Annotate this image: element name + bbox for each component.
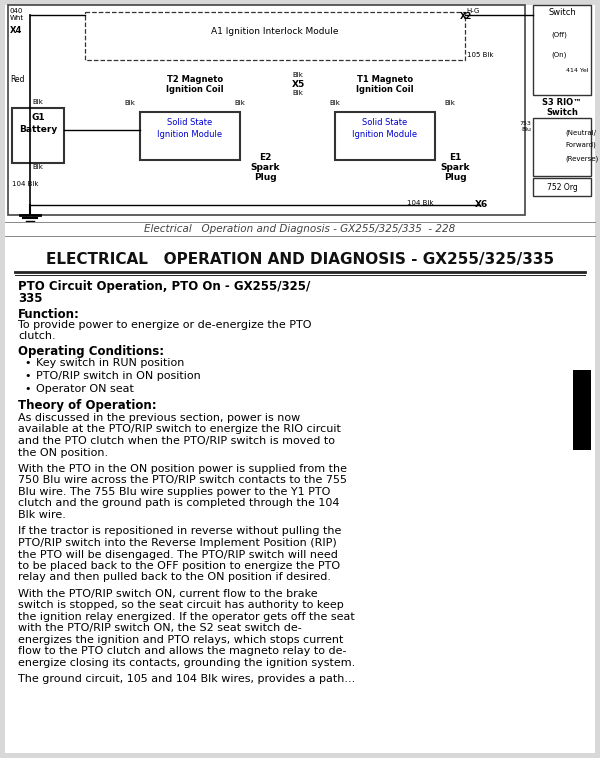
Text: With the PTO in the ON position power is supplied from the: With the PTO in the ON position power is… xyxy=(18,464,347,474)
Text: Key switch in RUN position: Key switch in RUN position xyxy=(36,358,184,368)
Text: (Reverse): (Reverse) xyxy=(565,156,598,162)
Text: flow to the PTO clutch and allows the magneto relay to de-: flow to the PTO clutch and allows the ma… xyxy=(18,647,347,656)
Bar xyxy=(335,112,435,160)
Text: Blu wire. The 755 Blu wire supplies power to the Y1 PTO: Blu wire. The 755 Blu wire supplies powe… xyxy=(18,487,331,497)
Text: clutch and the ground path is completed through the 104: clutch and the ground path is completed … xyxy=(18,499,340,509)
Text: H-G: H-G xyxy=(466,8,479,14)
Text: •: • xyxy=(24,371,31,381)
Text: •: • xyxy=(24,358,31,368)
Text: If the tractor is repositioned in reverse without pulling the: If the tractor is repositioned in revers… xyxy=(18,527,341,537)
Text: 040
Wht: 040 Wht xyxy=(10,8,24,21)
Text: •: • xyxy=(24,384,31,394)
Text: Spark: Spark xyxy=(250,163,280,172)
Text: 105 Blk: 105 Blk xyxy=(467,52,493,58)
Text: Plug: Plug xyxy=(254,173,277,182)
Text: Operator ON seat: Operator ON seat xyxy=(36,384,134,394)
Bar xyxy=(533,5,591,95)
Text: X2: X2 xyxy=(460,12,472,21)
Text: Blk: Blk xyxy=(329,100,340,106)
Text: (Neutral/: (Neutral/ xyxy=(565,130,596,136)
Bar xyxy=(8,5,525,215)
Text: X5: X5 xyxy=(292,80,305,89)
Text: energizes the ignition and PTO relays, which stops current: energizes the ignition and PTO relays, w… xyxy=(18,635,343,645)
Bar xyxy=(533,118,591,176)
Text: Blk: Blk xyxy=(293,90,304,96)
Text: to be placed back to the OFF position to energize the PTO: to be placed back to the OFF position to… xyxy=(18,561,340,571)
Text: S3 RIO™: S3 RIO™ xyxy=(542,98,582,107)
Text: Solid State: Solid State xyxy=(167,118,212,127)
Text: Switch: Switch xyxy=(548,8,576,17)
Text: Blk wire.: Blk wire. xyxy=(18,510,66,520)
Text: clutch.: clutch. xyxy=(18,331,56,341)
Text: G1: G1 xyxy=(31,113,45,122)
Text: energize closing its contacts, grounding the ignition system.: energize closing its contacts, grounding… xyxy=(18,658,355,668)
Text: PTO/RIP switch into the Reverse Implement Position (RIP): PTO/RIP switch into the Reverse Implemen… xyxy=(18,538,337,548)
Text: Ignition Module: Ignition Module xyxy=(352,130,418,139)
Bar xyxy=(12,108,64,163)
Text: Blk: Blk xyxy=(293,72,304,78)
Bar xyxy=(5,237,595,753)
Text: Ignition Module: Ignition Module xyxy=(157,130,223,139)
Text: 104 Blk: 104 Blk xyxy=(407,200,433,206)
Text: Blk: Blk xyxy=(125,100,136,106)
Text: Forward): Forward) xyxy=(565,141,596,148)
Text: Solid State: Solid State xyxy=(362,118,407,127)
Text: 750 Blu wire across the PTO/RIP switch contacts to the 755: 750 Blu wire across the PTO/RIP switch c… xyxy=(18,475,347,486)
Bar xyxy=(573,370,591,450)
Text: Electrical   Operation and Diagnosis - GX255/325/335  - 228: Electrical Operation and Diagnosis - GX2… xyxy=(145,224,455,234)
Text: As discussed in the previous section, power is now: As discussed in the previous section, po… xyxy=(18,413,300,423)
Text: relay and then pulled back to the ON position if desired.: relay and then pulled back to the ON pos… xyxy=(18,572,331,582)
Text: X4: X4 xyxy=(10,26,22,35)
Text: X6: X6 xyxy=(475,200,488,209)
Text: 414 Yel: 414 Yel xyxy=(566,67,589,73)
Text: Function:: Function: xyxy=(18,308,80,321)
Text: With the PTO/RIP switch ON, current flow to the brake: With the PTO/RIP switch ON, current flow… xyxy=(18,589,317,599)
Text: Battery: Battery xyxy=(19,125,57,134)
Text: PTO Circuit Operation, PTO On - GX255/325/: PTO Circuit Operation, PTO On - GX255/32… xyxy=(18,280,310,293)
Text: the PTO will be disengaged. The PTO/RIP switch will need: the PTO will be disengaged. The PTO/RIP … xyxy=(18,550,338,559)
Text: T2 Magneto: T2 Magneto xyxy=(167,75,223,84)
Text: E1: E1 xyxy=(449,153,461,162)
Text: Blk: Blk xyxy=(235,100,245,106)
Text: A1 Ignition Interlock Module: A1 Ignition Interlock Module xyxy=(211,27,339,36)
Text: ELECTRICAL   OPERATION AND DIAGNOSIS - GX255/325/335: ELECTRICAL OPERATION AND DIAGNOSIS - GX2… xyxy=(46,252,554,267)
Text: switch is stopped, so the seat circuit has authority to keep: switch is stopped, so the seat circuit h… xyxy=(18,600,344,610)
Text: 104 Blk: 104 Blk xyxy=(12,181,38,187)
Text: E2: E2 xyxy=(259,153,271,162)
Text: Plug: Plug xyxy=(443,173,466,182)
Bar xyxy=(140,112,240,160)
Text: (Off): (Off) xyxy=(551,32,567,38)
Text: Theory of Operation:: Theory of Operation: xyxy=(18,399,157,412)
Text: with the PTO/RIP switch ON, the S2 seat switch de-: with the PTO/RIP switch ON, the S2 seat … xyxy=(18,624,302,634)
Text: Blk: Blk xyxy=(445,100,455,106)
Text: Red: Red xyxy=(10,76,25,84)
Text: and the PTO clutch when the PTO/RIP switch is moved to: and the PTO clutch when the PTO/RIP swit… xyxy=(18,436,335,446)
Text: To provide power to energize or de-energize the PTO: To provide power to energize or de-energ… xyxy=(18,320,311,330)
Text: Blk: Blk xyxy=(32,164,43,170)
Text: 335: 335 xyxy=(18,292,43,305)
Text: Spark: Spark xyxy=(440,163,470,172)
Text: Switch: Switch xyxy=(546,108,578,117)
Text: (On): (On) xyxy=(551,52,566,58)
Text: PTO/RIP switch in ON position: PTO/RIP switch in ON position xyxy=(36,371,201,381)
Text: Ignition Coil: Ignition Coil xyxy=(166,85,224,94)
Text: The ground circuit, 105 and 104 Blk wires, provides a path...: The ground circuit, 105 and 104 Blk wire… xyxy=(18,675,355,684)
Text: the ignition relay energized. If the operator gets off the seat: the ignition relay energized. If the ope… xyxy=(18,612,355,622)
Text: T1 Magneto: T1 Magneto xyxy=(357,75,413,84)
Text: available at the PTO/RIP switch to energize the RIO circuit: available at the PTO/RIP switch to energ… xyxy=(18,424,341,434)
Text: 753
Blu: 753 Blu xyxy=(519,121,531,132)
Bar xyxy=(85,12,465,60)
Text: Blk: Blk xyxy=(32,99,43,105)
Text: the ON position.: the ON position. xyxy=(18,447,108,458)
Bar xyxy=(533,178,591,196)
Text: 752 Org: 752 Org xyxy=(547,183,577,192)
Text: Operating Conditions:: Operating Conditions: xyxy=(18,345,164,358)
Text: Ignition Coil: Ignition Coil xyxy=(356,85,414,94)
